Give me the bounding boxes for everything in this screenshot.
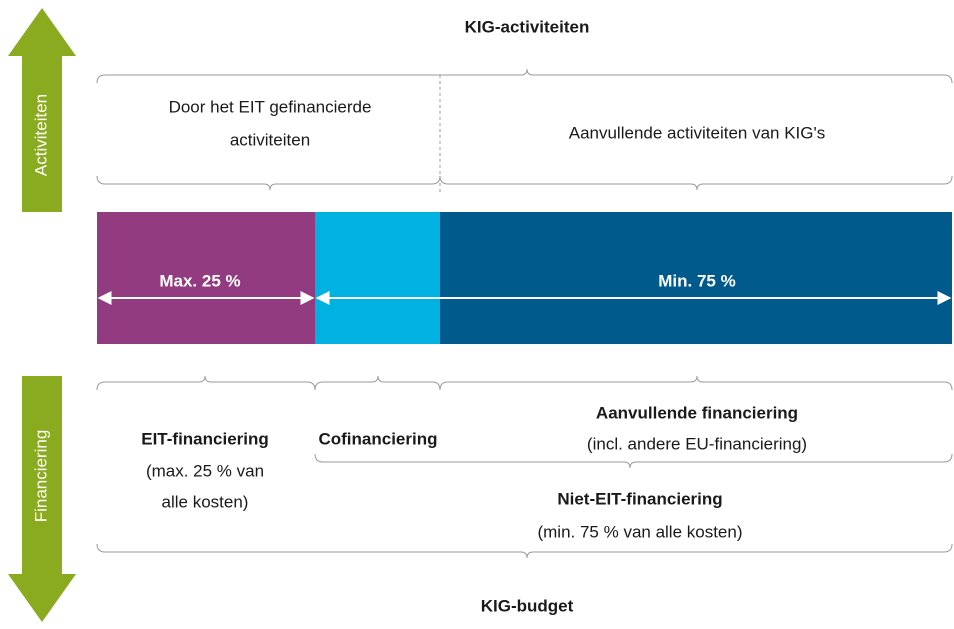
- brace: [314, 453, 953, 469]
- financing-note: alle kosten): [162, 492, 249, 511]
- bar-label: Max. 25 %: [159, 271, 240, 290]
- segment: [440, 212, 952, 344]
- financing-title: Cofinanciering: [318, 429, 437, 448]
- side-label: Activiteiten: [31, 94, 50, 176]
- financing-note: (max. 25 % van: [146, 461, 264, 480]
- brace: [439, 175, 953, 191]
- financing-title: EIT-financiering: [141, 429, 269, 448]
- brace: [96, 543, 953, 559]
- brace: [439, 375, 953, 391]
- title: KIG-budget: [481, 596, 574, 615]
- financing-title: Niet-EIT-financiering: [557, 489, 722, 508]
- brace: [96, 175, 441, 191]
- financing-title: Aanvullende financiering: [596, 403, 798, 422]
- title: KIG-activiteiten: [465, 17, 590, 36]
- braces: [96, 68, 953, 559]
- segment: [315, 212, 440, 344]
- financing-note: (incl. andere EU-financiering): [587, 434, 807, 453]
- activity-label: Aanvullende activiteiten van KIG's: [569, 123, 826, 142]
- activity-label: Door het EIT gefinancierde: [169, 97, 372, 116]
- financing-note: (min. 75 % van alle kosten): [537, 522, 742, 541]
- brace: [314, 375, 441, 391]
- activity-label: activiteiten: [230, 130, 310, 149]
- side-label: Financiering: [31, 430, 50, 523]
- segment: [97, 212, 315, 344]
- financing-arrow: [8, 376, 76, 622]
- activities-arrow: [8, 8, 76, 212]
- bar-label: Min. 75 %: [658, 271, 735, 290]
- brace: [96, 68, 953, 84]
- brace: [96, 375, 316, 391]
